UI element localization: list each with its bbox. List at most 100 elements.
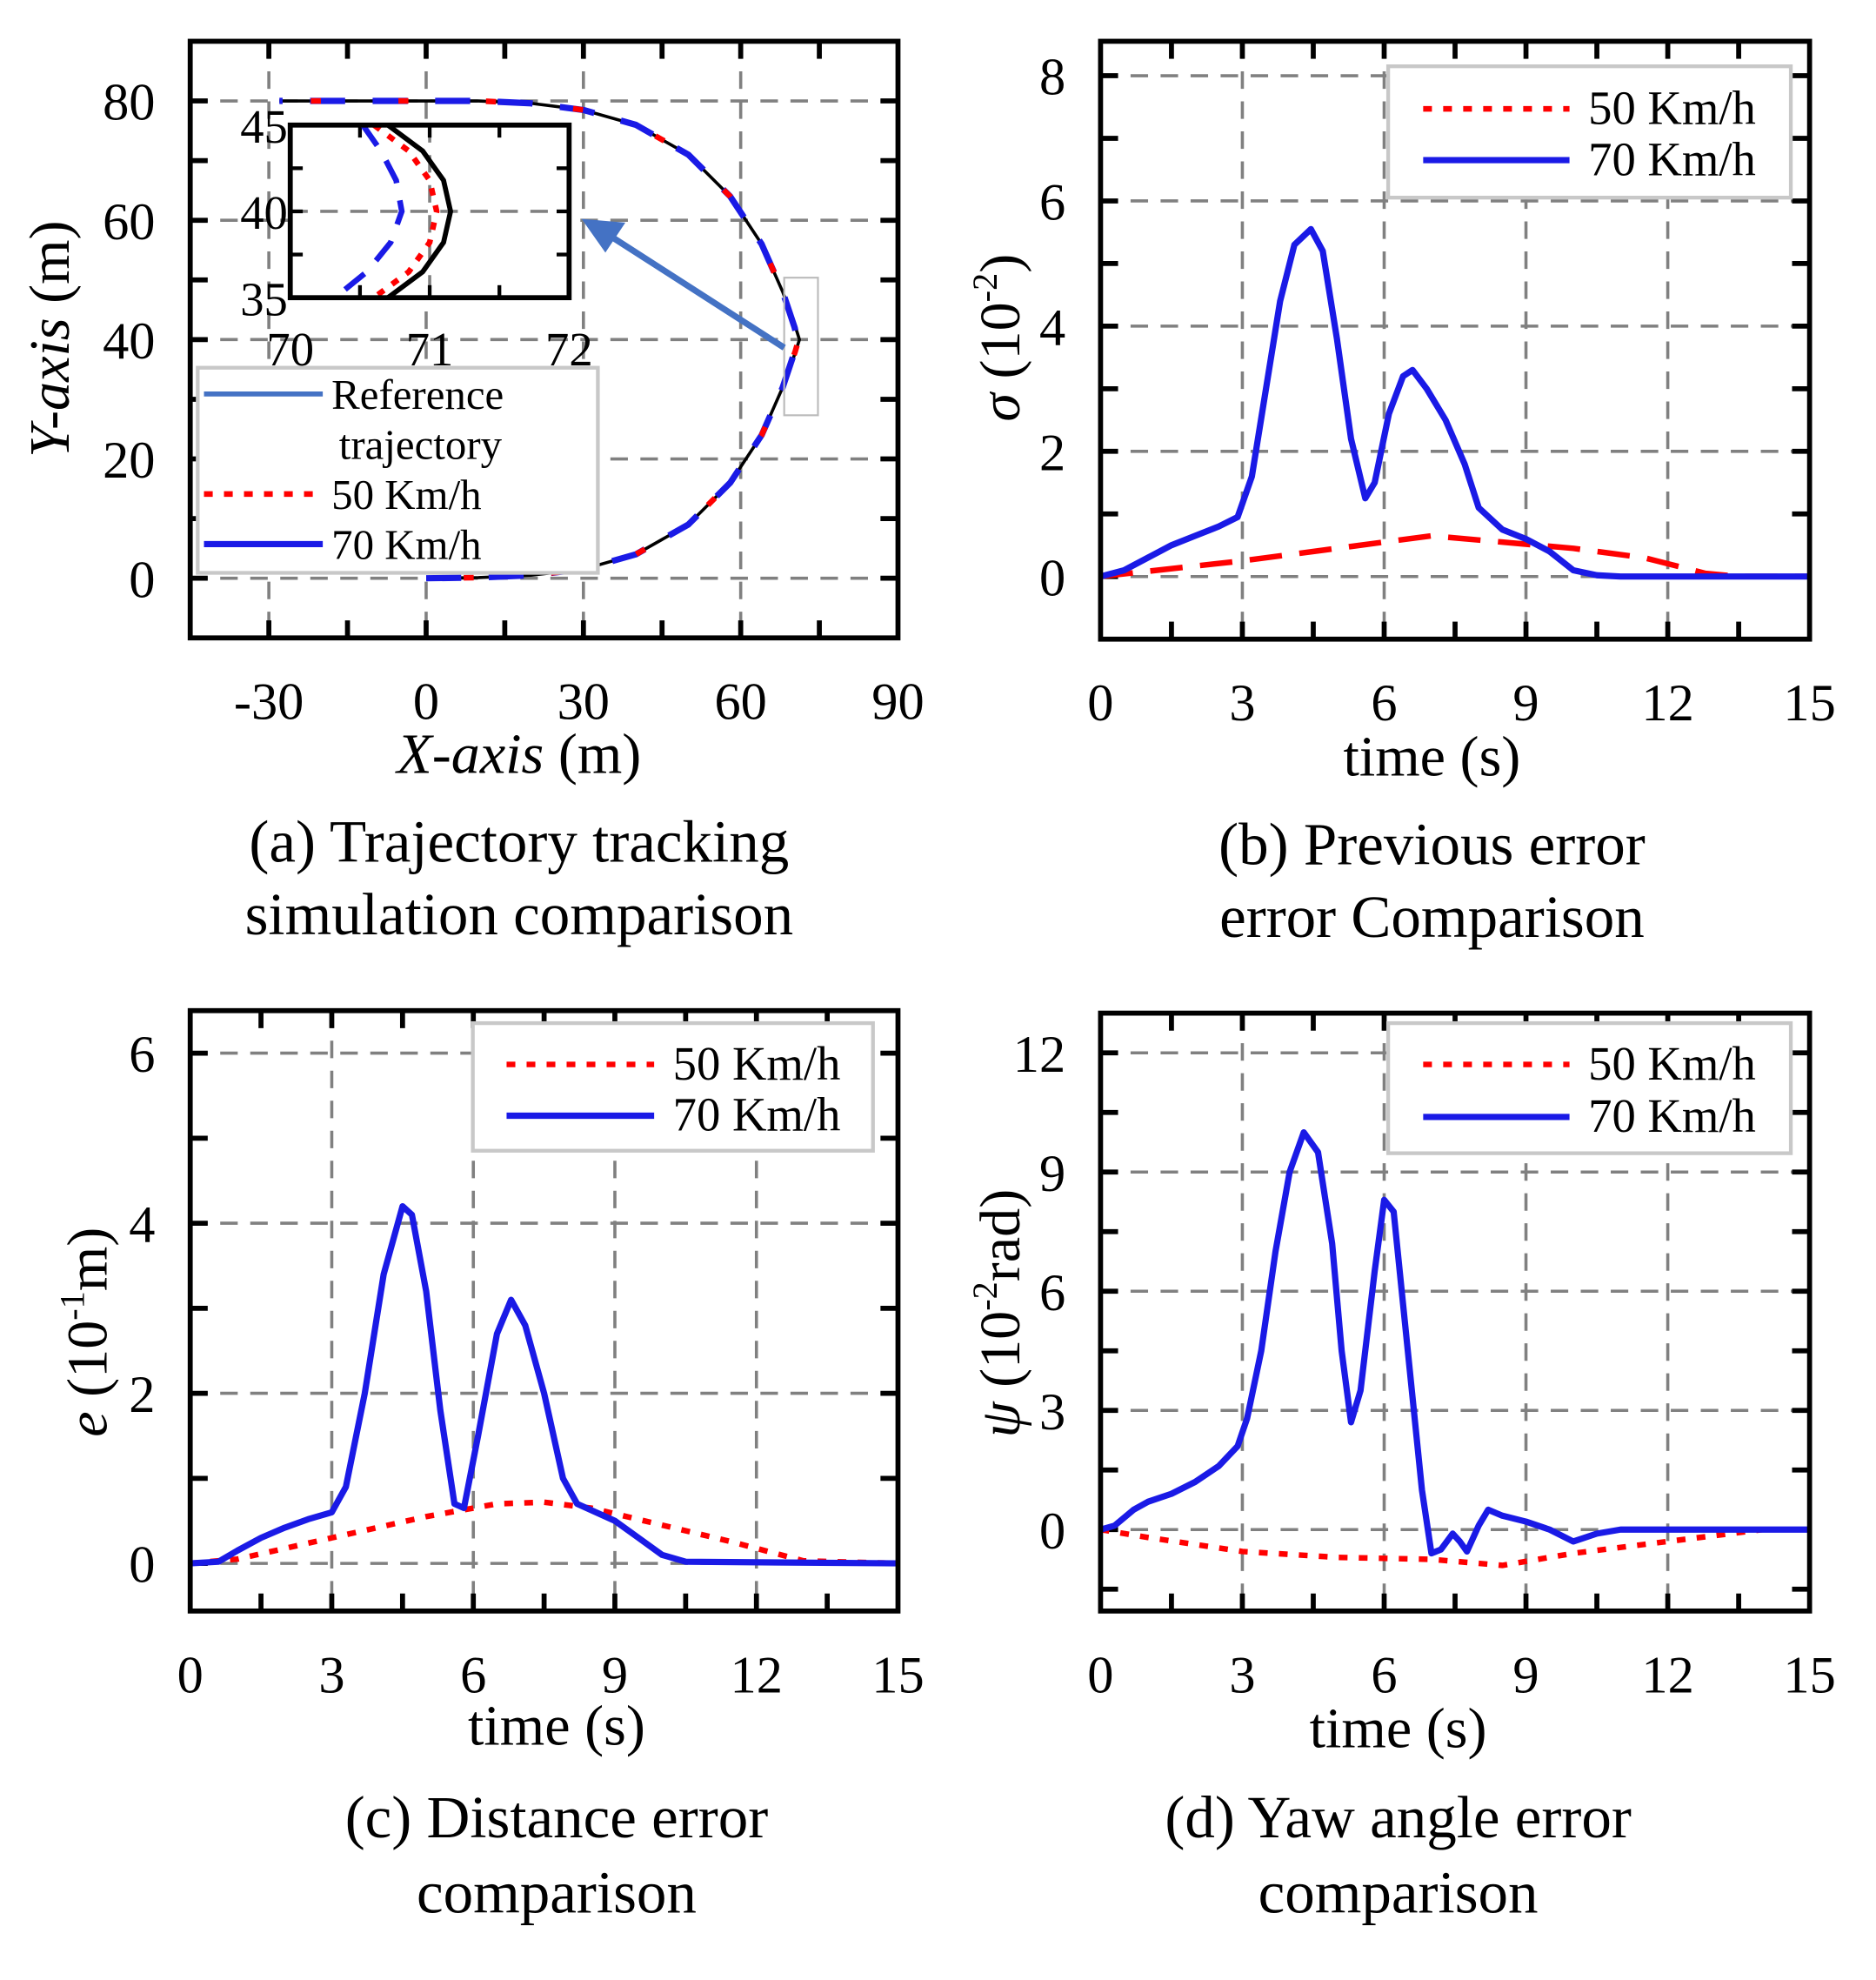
x-tick-label: 3 — [1229, 674, 1255, 732]
y-tick-label: 4 — [129, 1196, 155, 1254]
x-tick-label: 30 — [557, 673, 610, 732]
legend-label: Reference — [331, 371, 504, 418]
panel-b: 0 3 6 9 12 15 0 2 4 6 8 50 Km/h70 Km/h time (s) σ (10… — [965, 38, 1836, 950]
y-axis-symbol: e — [56, 1411, 119, 1436]
legend: 50 Km/h70 Km/h — [1385, 64, 1793, 200]
y-axis-unit-suffix: m) — [56, 1227, 119, 1291]
legend: 50 Km/h70 Km/h — [1385, 1020, 1793, 1155]
panel-caption: (b) Previous error — [1218, 812, 1646, 878]
y-axis-unit-suffix: ) — [969, 254, 1032, 273]
y-axis-label: ψ (10-2rad) — [965, 1189, 1032, 1438]
y-axis-label-italic: Y-axis — [18, 318, 82, 457]
y-tick-label: 9 — [1039, 1145, 1065, 1203]
legend-label: 70 Km/h — [1588, 132, 1756, 185]
legend-box — [1385, 64, 1793, 200]
y-tick-label: 0 — [1039, 1502, 1065, 1561]
x-tick-label: 9 — [1512, 1646, 1539, 1704]
x-tick-label: 90 — [871, 673, 924, 732]
series-70kmh-line — [1099, 1129, 1810, 1557]
zoom-arrow-head — [581, 218, 626, 253]
y-tick-label: 12 — [1013, 1026, 1065, 1084]
y-axis-unit-exponent: -2 — [965, 1281, 1005, 1311]
legend-label: 70 Km/h — [331, 521, 481, 569]
legend-box — [1385, 1020, 1793, 1155]
y-axis-symbol: ψ — [969, 1401, 1032, 1438]
y-tick-label: 6 — [1039, 174, 1065, 232]
panel-caption: error Comparison — [1219, 884, 1645, 950]
y-tick-label: 8 — [1039, 49, 1065, 107]
x-tick-label: 0 — [1087, 674, 1113, 732]
y-tick-label: 4 — [1039, 298, 1065, 357]
panel-caption: simulation comparison — [245, 881, 794, 947]
zoom-region-box — [783, 277, 819, 417]
x-axis-label: time (s) — [1343, 725, 1520, 788]
inset-50kmh-line — [371, 123, 440, 300]
x-tick-label: 0 — [177, 1646, 204, 1704]
x-tick-label: 6 — [460, 1646, 486, 1704]
series-50kmh-line — [1099, 1527, 1810, 1569]
y-axis-label: Y-axis (m) — [18, 220, 82, 457]
x-tick-label: 9 — [602, 1646, 628, 1704]
x-axis-label: time (s) — [1310, 1697, 1487, 1761]
series-70kmh-line — [190, 1202, 898, 1567]
panel-c: 0 3 6 9 12 15 0 2 4 6 50 Km/h70 Km/h time (s) e (10-… — [52, 1007, 925, 1925]
legend-label: 70 Km/h — [1588, 1089, 1756, 1142]
legend-label: 70 Km/h — [673, 1088, 841, 1141]
x-tick-label: 12 — [1641, 1646, 1693, 1704]
x-tick-label: 0 — [1087, 1646, 1113, 1704]
x-tick-label: 9 — [1512, 674, 1539, 732]
y-axis-label: e (10-1m) — [52, 1227, 119, 1437]
y-tick-label: 2 — [1039, 424, 1065, 482]
x-axis-label-text: time (s) — [468, 1695, 645, 1758]
y-axis-label: σ (10-2) — [965, 254, 1032, 422]
x-tick-label: 15 — [1783, 1646, 1835, 1704]
legend-box — [196, 365, 600, 575]
legend: 50 Km/h70 Km/h — [471, 1020, 875, 1153]
x-axis-label-text: (m) — [544, 723, 641, 786]
x-tick-label: 15 — [871, 1646, 924, 1704]
x-axis-label-text: time (s) — [1310, 1697, 1487, 1761]
x-tick-label: 15 — [1783, 674, 1835, 732]
legend-label: trajectory — [339, 421, 503, 469]
y-axis-unit-prefix: (10 — [969, 1311, 1032, 1402]
x-tick-label: 3 — [318, 1646, 344, 1704]
legend-label: 50 Km/h — [331, 471, 481, 518]
y-axis-label-text: (m) — [18, 220, 82, 318]
y-axis-unit-exponent: -2 — [965, 273, 1005, 303]
series-50kmh-line — [190, 1499, 898, 1567]
y-tick-label: 20 — [103, 431, 155, 490]
panel-d: 0 3 6 9 12 15 0 3 6 9 12 50 Km/h70 Km/h time (s) ψ (1… — [965, 1010, 1836, 1925]
legend-label: 50 Km/h — [1588, 1037, 1756, 1090]
x-axis-label: X-axis (m) — [394, 723, 641, 786]
series-70kmh-line — [1099, 225, 1810, 580]
inset-reference-line — [386, 123, 454, 300]
x-tick-label: 3 — [1229, 1646, 1255, 1704]
y-axis-unit-exponent: -1 — [52, 1291, 91, 1321]
x-tick-label: 0 — [413, 673, 439, 732]
legend-box — [471, 1020, 875, 1153]
y-tick-label: 0 — [129, 1536, 155, 1595]
legend-label: 50 Km/h — [673, 1037, 841, 1090]
x-tick-label: 6 — [1371, 674, 1397, 732]
inset-frame — [287, 122, 572, 301]
series-50kmh-line — [1100, 532, 1810, 579]
panel-caption: (d) Yaw angle error — [1165, 1784, 1632, 1850]
x-tick-label: 12 — [731, 1646, 783, 1704]
legend-label: 50 Km/h — [1588, 81, 1756, 134]
y-axis-unit-prefix: (10 — [56, 1321, 119, 1412]
zoom-arrow-line — [611, 235, 786, 351]
y-tick-label: 6 — [129, 1026, 155, 1084]
y-tick-label: 80 — [103, 74, 155, 132]
series-reference-line — [279, 99, 801, 580]
y-tick-label: 3 — [1039, 1383, 1065, 1442]
panel-caption: comparison — [1258, 1859, 1539, 1925]
panel-caption: (a) Trajectory tracking — [249, 809, 789, 875]
x-tick-label: -30 — [234, 673, 304, 732]
plot-frame — [1098, 1010, 1813, 1614]
inset-y-tick-label: 45 — [240, 100, 288, 153]
panel-caption: comparison — [417, 1859, 697, 1925]
x-axis-label: time (s) — [468, 1695, 645, 1758]
